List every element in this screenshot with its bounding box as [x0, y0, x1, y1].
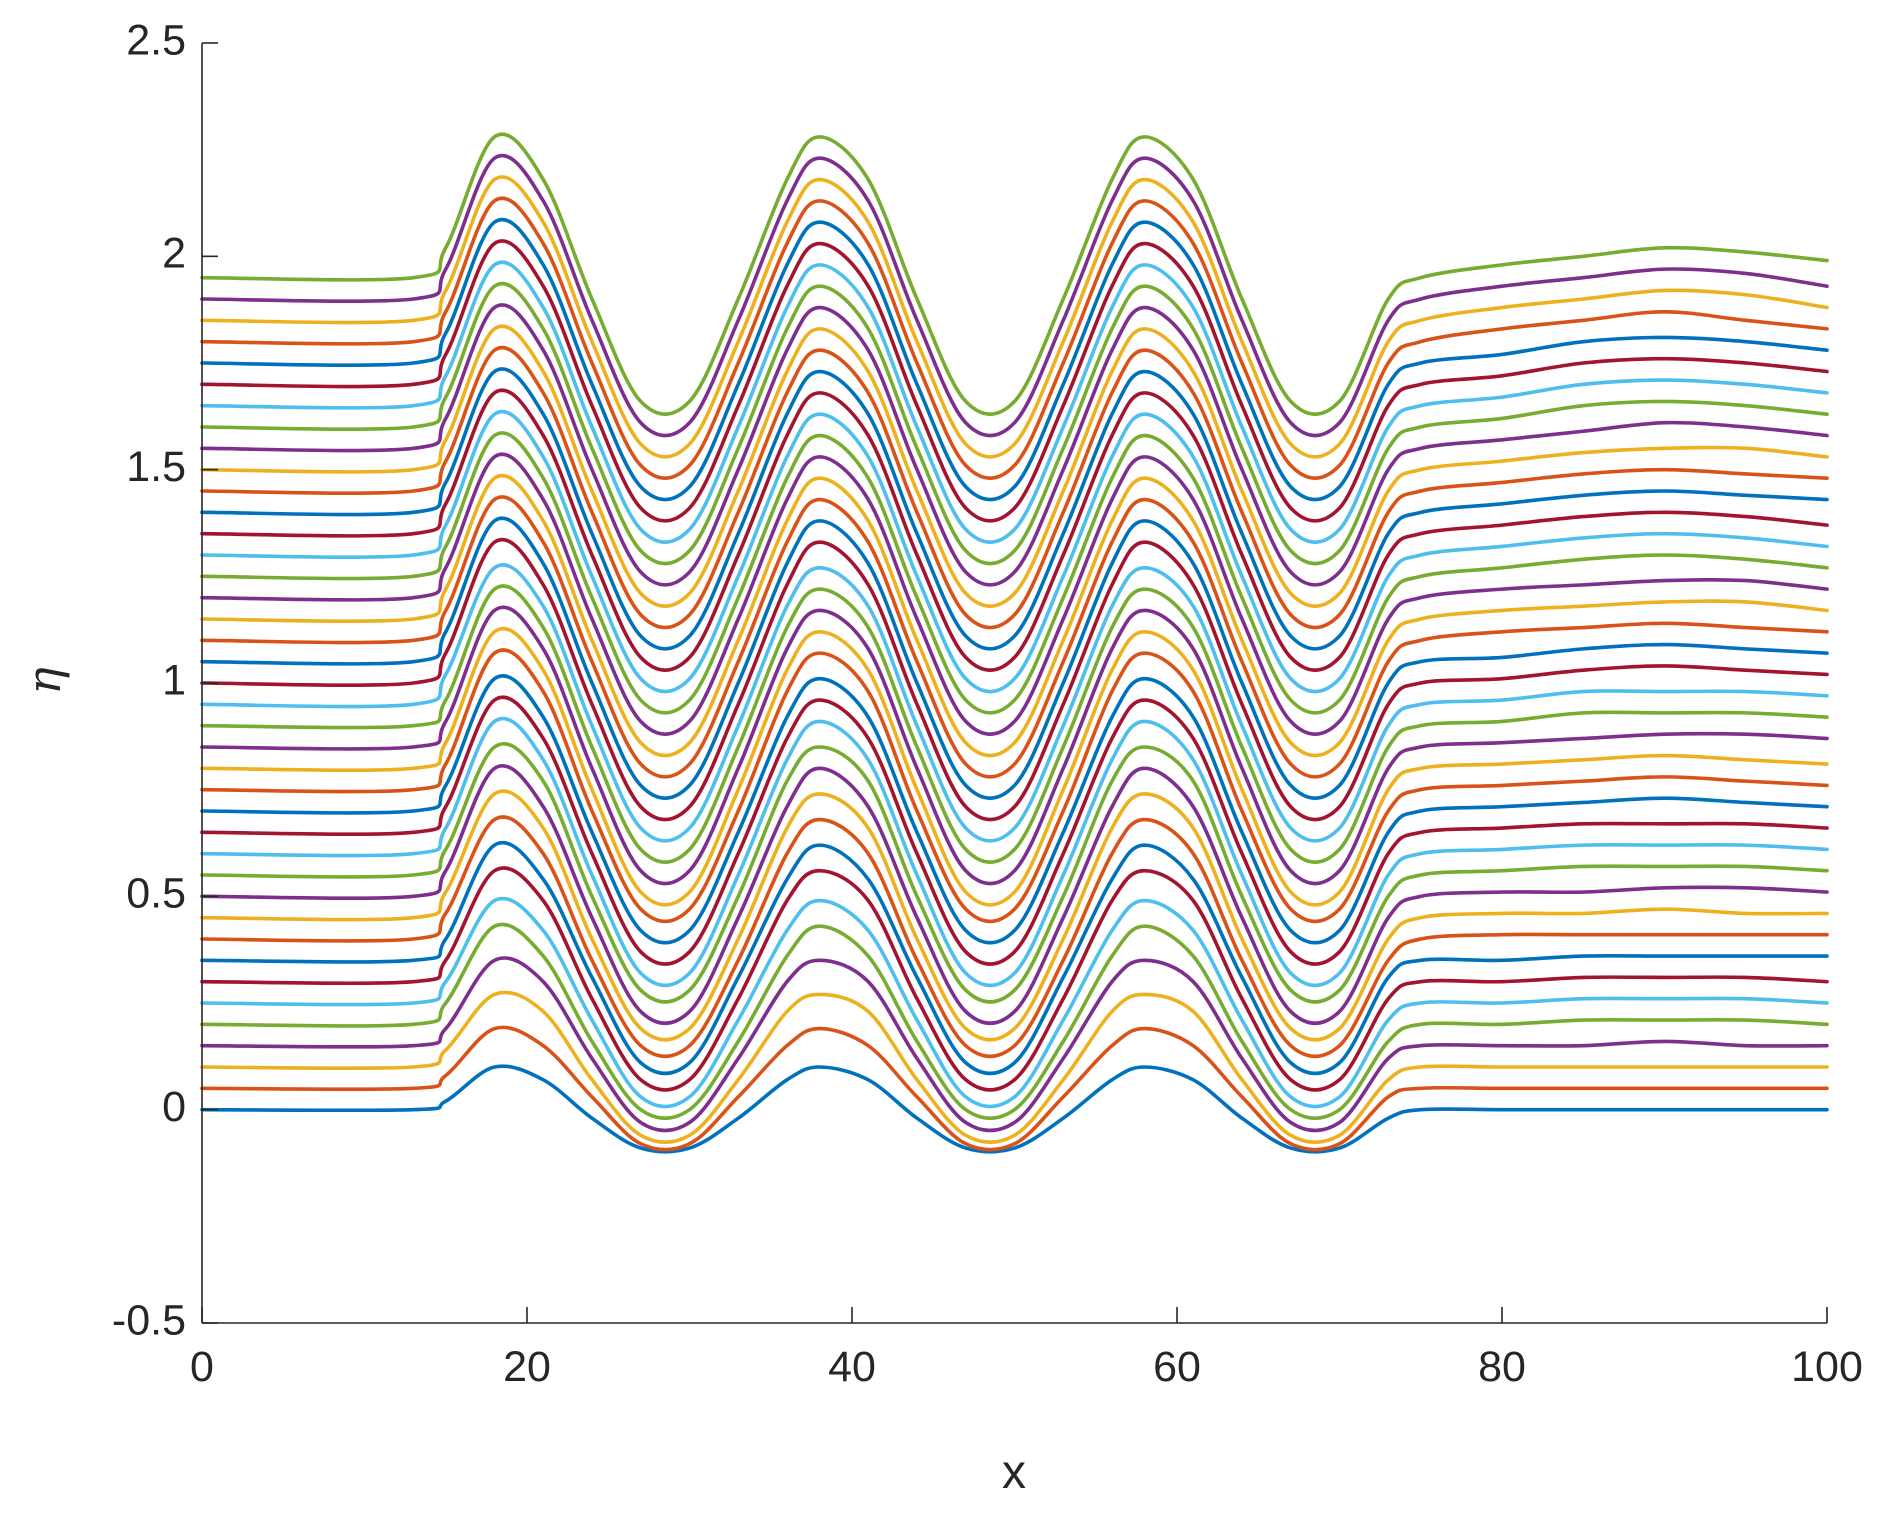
series-line — [200, 537, 1829, 822]
plot-lines — [200, 132, 1829, 1154]
y-tick-label: 1.5 — [126, 443, 186, 491]
series-line — [200, 1064, 1829, 1154]
y-tick-label: 0 — [162, 1083, 186, 1131]
x-axis-label: x — [1002, 1446, 1026, 1499]
x-tick-label: 80 — [1478, 1343, 1526, 1391]
y-tick-label: 2 — [162, 230, 186, 278]
series-line — [200, 648, 1829, 924]
series-line — [200, 217, 1829, 502]
x-tick-label: 0 — [190, 1343, 214, 1391]
series-line — [200, 345, 1829, 630]
y-tick-label: 0.5 — [126, 870, 186, 918]
x-tick-label: 40 — [828, 1343, 876, 1391]
series-line — [200, 153, 1829, 438]
series-line — [200, 260, 1829, 544]
series-line — [200, 367, 1829, 651]
series-line — [200, 409, 1829, 694]
series-line — [200, 196, 1829, 480]
series-line — [200, 866, 1829, 1092]
series-line — [200, 922, 1829, 1120]
series-line — [200, 764, 1829, 1026]
series-line — [200, 388, 1829, 672]
series-line — [200, 674, 1829, 945]
x-tick-label: 100 — [1791, 1343, 1863, 1391]
series-line — [200, 716, 1829, 988]
series-line — [200, 789, 1829, 1042]
series-line — [200, 956, 1829, 1133]
series-line — [200, 452, 1829, 736]
series-line — [200, 175, 1829, 459]
series-line — [200, 695, 1829, 966]
series-line — [200, 1025, 1829, 1152]
series-line — [200, 495, 1829, 779]
series-line — [200, 841, 1829, 1076]
series-line — [200, 303, 1829, 587]
series-line — [200, 896, 1829, 1109]
series-line — [200, 473, 1829, 758]
y-tick-label: -0.5 — [112, 1296, 186, 1344]
series-line — [200, 990, 1829, 1144]
series-line — [200, 815, 1829, 1059]
series-line — [200, 584, 1829, 864]
y-tick-label: 2.5 — [126, 16, 186, 64]
series-line — [200, 742, 1829, 1004]
series-line — [200, 239, 1829, 523]
series-line — [200, 605, 1829, 886]
y-axis-label: η — [17, 667, 71, 695]
y-tick-label: 1 — [162, 656, 186, 704]
series-line — [200, 281, 1829, 566]
x-tick-label: 60 — [1153, 1343, 1201, 1391]
series-line — [200, 132, 1829, 416]
axes — [201, 42, 1828, 1324]
series-line — [200, 626, 1829, 907]
x-tick-label: 20 — [503, 1343, 551, 1391]
series-line — [200, 563, 1829, 843]
series-line — [200, 516, 1829, 800]
series-line — [200, 324, 1829, 608]
series-line — [200, 431, 1829, 715]
